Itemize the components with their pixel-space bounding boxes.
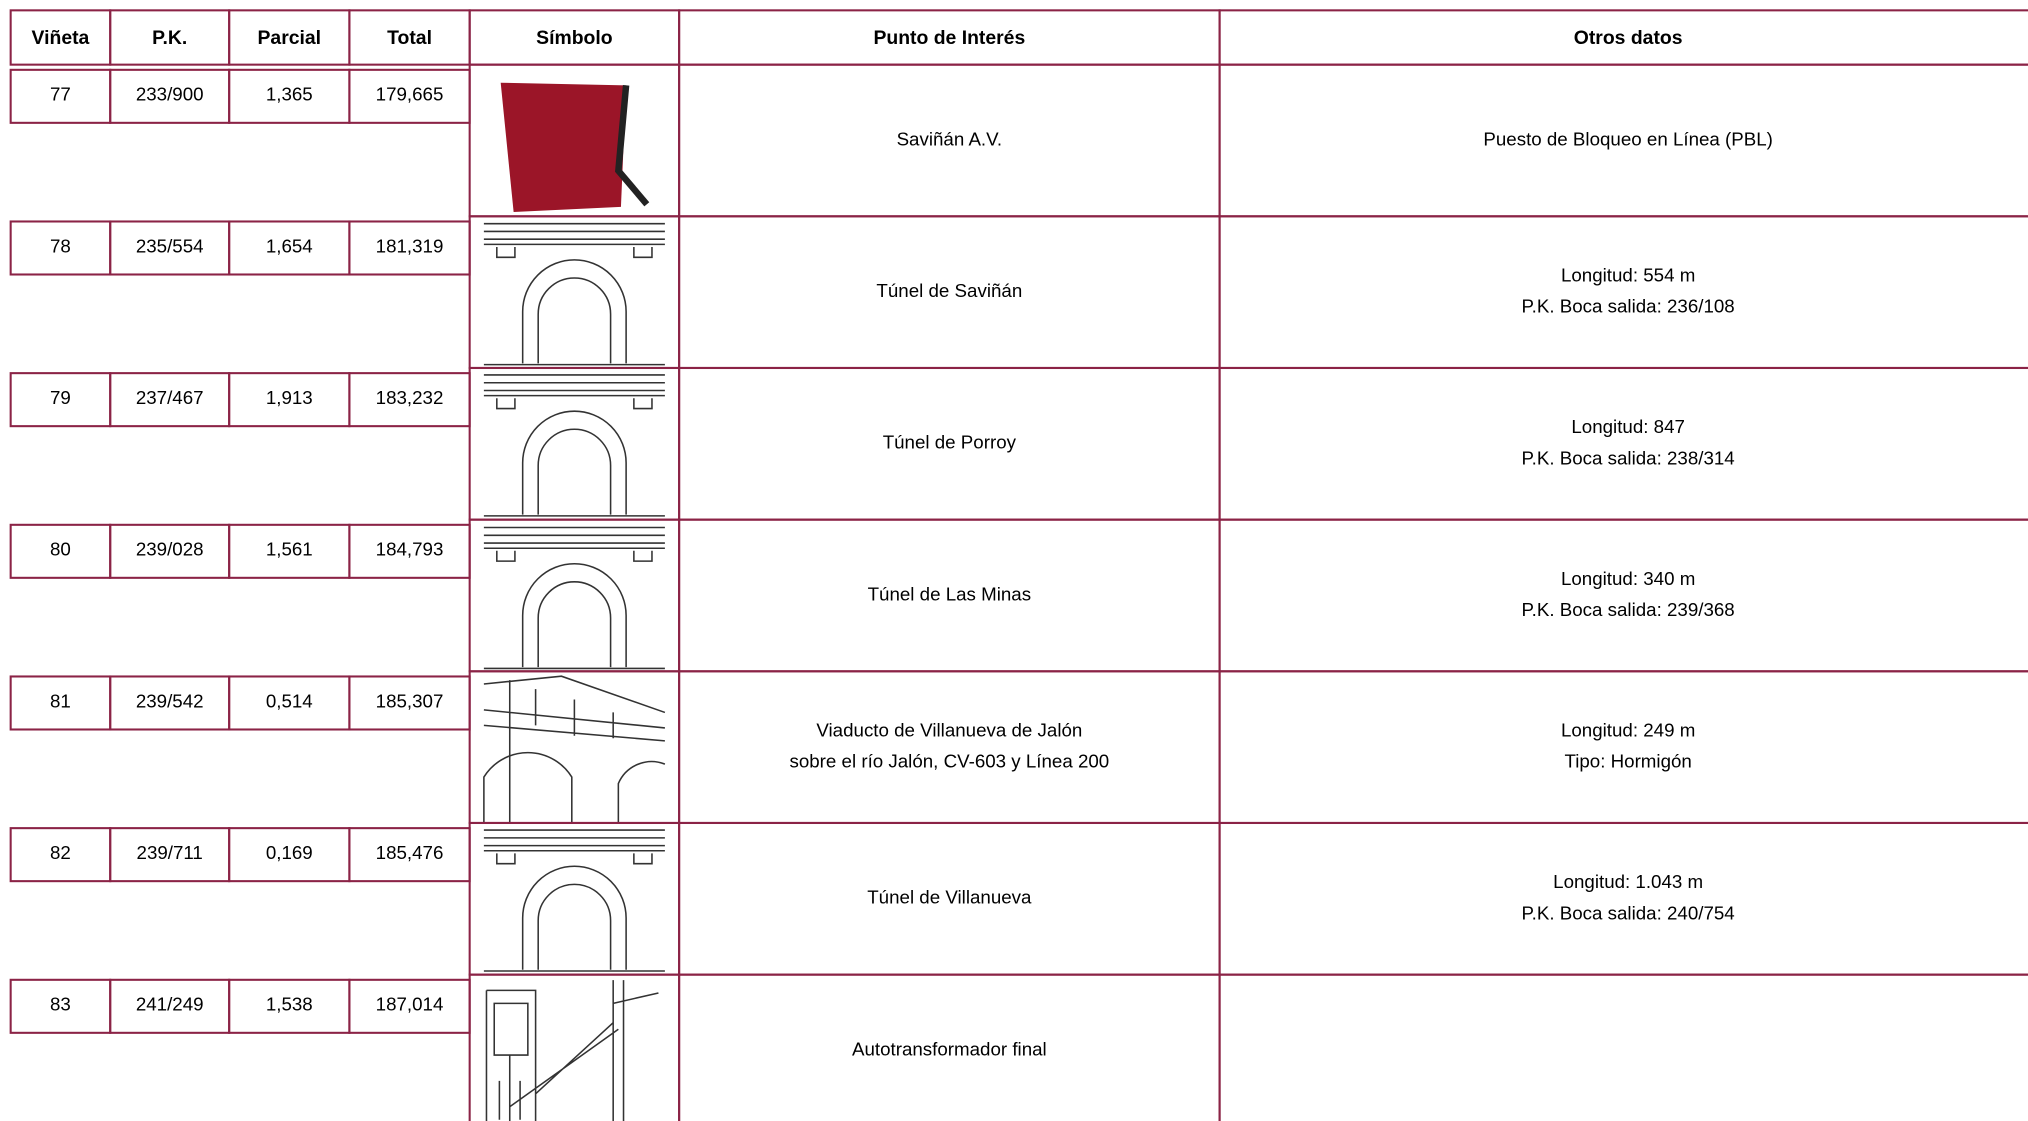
cell-text: 184,793 — [376, 539, 444, 560]
header-label: Parcial — [258, 27, 322, 49]
punto-text: Túnel de Las Minas — [868, 583, 1032, 604]
punto-text: Túnel de Villanueva — [867, 887, 1032, 908]
punto-text: Túnel de Porroy — [883, 432, 1017, 453]
cell-text: 1,913 — [266, 387, 313, 408]
cell-text: 80 — [50, 539, 71, 560]
cell-text: 1,654 — [266, 235, 313, 256]
cell — [1218, 670, 2028, 825]
cell-text: 183,232 — [376, 387, 444, 408]
cell-text: 179,665 — [376, 84, 444, 105]
symbol-tunnel — [483, 526, 666, 670]
otros-text: Puesto de Bloqueo en Línea (PBL) — [1483, 128, 1773, 149]
otros-text: Longitud: 249 m — [1561, 720, 1695, 741]
cell-text: 0,169 — [266, 842, 313, 863]
header-label: Viñeta — [32, 27, 90, 49]
otros-text: Longitud: 340 m — [1561, 568, 1695, 589]
punto-text: Saviñán A.V. — [897, 128, 1003, 149]
cell-text: 83 — [50, 994, 71, 1015]
cell-text: 1,365 — [266, 84, 313, 105]
cell — [678, 670, 1221, 825]
cell-text: 239/028 — [136, 539, 204, 560]
otros-text: Tipo: Hormigón — [1564, 751, 1691, 772]
cell — [468, 973, 681, 1121]
cell-text: 239/711 — [137, 842, 203, 863]
otros-text: P.K. Boca salida: 239/368 — [1522, 599, 1735, 620]
symbol-tunnel — [483, 374, 666, 517]
cell — [468, 670, 681, 825]
header-label: Otros datos — [1574, 27, 1683, 49]
otros-text: P.K. Boca salida: 236/108 — [1522, 296, 1735, 317]
symbol-tunnel — [483, 222, 666, 366]
cell-text: 77 — [50, 84, 71, 105]
cell-text: 181,319 — [376, 235, 444, 256]
punto-text: sobre el río Jalón, CV-603 y Línea 200 — [789, 751, 1109, 772]
cell-text: 235/554 — [136, 235, 204, 256]
header-label: Símbolo — [536, 27, 613, 49]
header-label: Total — [387, 27, 432, 49]
otros-text: P.K. Boca salida: 240/754 — [1522, 902, 1735, 923]
cell — [1218, 518, 2028, 673]
cell-text: 237/467 — [136, 387, 204, 408]
header-label: Punto de Interés — [873, 27, 1025, 49]
cell-text: 241/249 — [136, 994, 204, 1015]
punto-text: Autotransformador final — [852, 1038, 1047, 1059]
cell-text: 1,561 — [266, 539, 313, 560]
symbol-flag — [501, 83, 647, 212]
cell-text: 187,014 — [376, 994, 444, 1015]
cell-text: 239/542 — [136, 690, 204, 711]
otros-text: Longitud: 1.043 m — [1553, 871, 1703, 892]
symbol-viaduct — [483, 675, 666, 824]
otros-text: Longitud: 554 m — [1561, 265, 1695, 286]
cell — [1218, 821, 2028, 976]
cell-text: 82 — [50, 842, 71, 863]
cell-text: 233/900 — [136, 84, 204, 105]
cell — [1218, 366, 2028, 521]
otros-text: P.K. Boca salida: 238/314 — [1522, 447, 1735, 468]
symbol-autotransformer — [485, 979, 660, 1121]
cell — [1218, 215, 2028, 370]
cell-text: 78 — [50, 235, 71, 256]
punto-text: Túnel de Saviñán — [876, 280, 1022, 301]
cell-text: 81 — [50, 690, 71, 711]
cell-text: 79 — [50, 387, 71, 408]
otros-text: Longitud: 847 — [1571, 416, 1685, 437]
cell-text: 185,307 — [376, 690, 444, 711]
punto-text: Viaducto de Villanueva de Jalón — [816, 720, 1082, 741]
cell-text: 0,514 — [266, 690, 313, 711]
header-label: P.K. — [152, 27, 187, 49]
cell-text: 1,538 — [266, 994, 313, 1015]
symbol-tunnel — [483, 829, 666, 972]
cell-text: 185,476 — [376, 842, 444, 863]
cell — [1218, 973, 2028, 1121]
